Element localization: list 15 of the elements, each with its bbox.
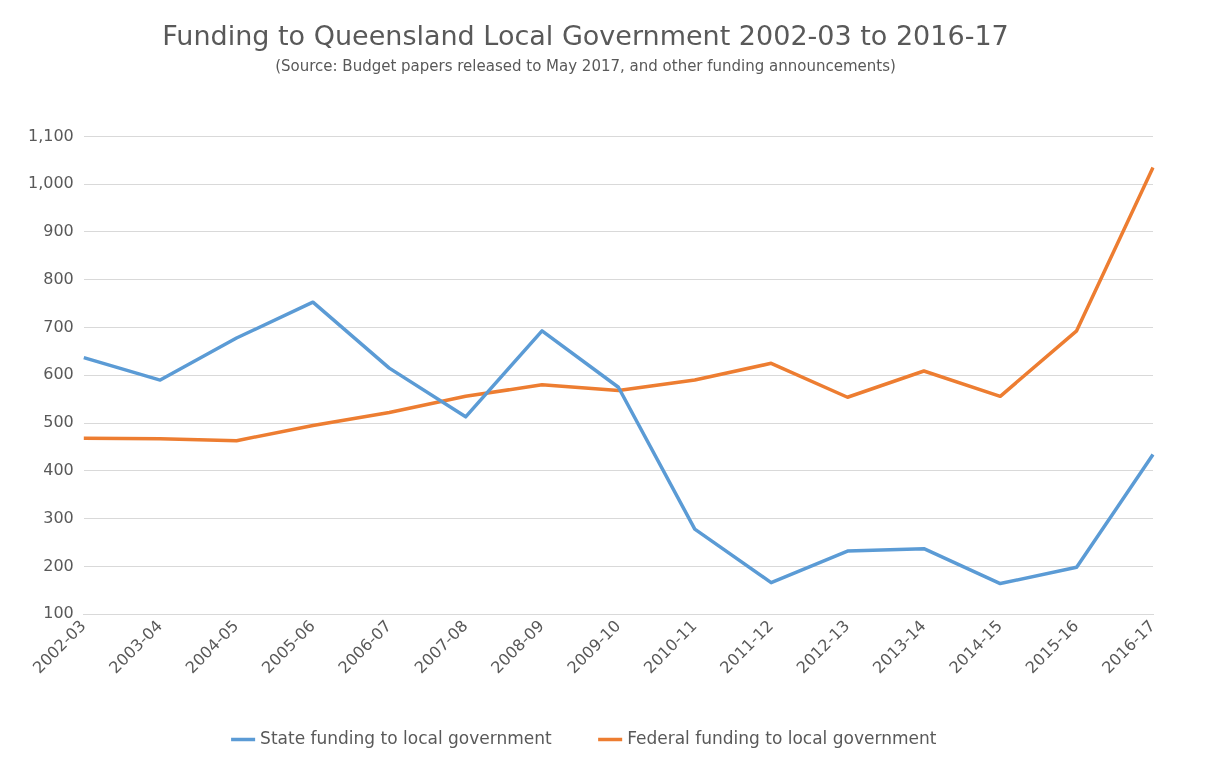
y-tick-label: 200 [43,555,74,575]
y-tick-label: 300 [43,507,74,527]
legend-label: State funding to local government [260,727,552,748]
y-tick-label: 700 [43,316,74,336]
legend-label: Federal funding to local government [627,727,937,748]
y-tick-label: 1,100 [27,125,74,145]
y-tick-label: 400 [43,459,74,479]
y-tick-label: 600 [43,364,74,384]
y-tick-label: 1,000 [27,173,74,193]
chart-title: Funding to Queensland Local Government 2002-03 to 2016-17 [162,20,1009,52]
y-tick-label: 800 [43,268,74,288]
y-tick-label: 100 [43,603,74,623]
y-tick-label: 500 [43,412,74,432]
chart-subtitle: (Source: Budget papers released to May 2017, and other funding announcements) [275,57,896,76]
y-tick-label: 900 [43,221,74,241]
